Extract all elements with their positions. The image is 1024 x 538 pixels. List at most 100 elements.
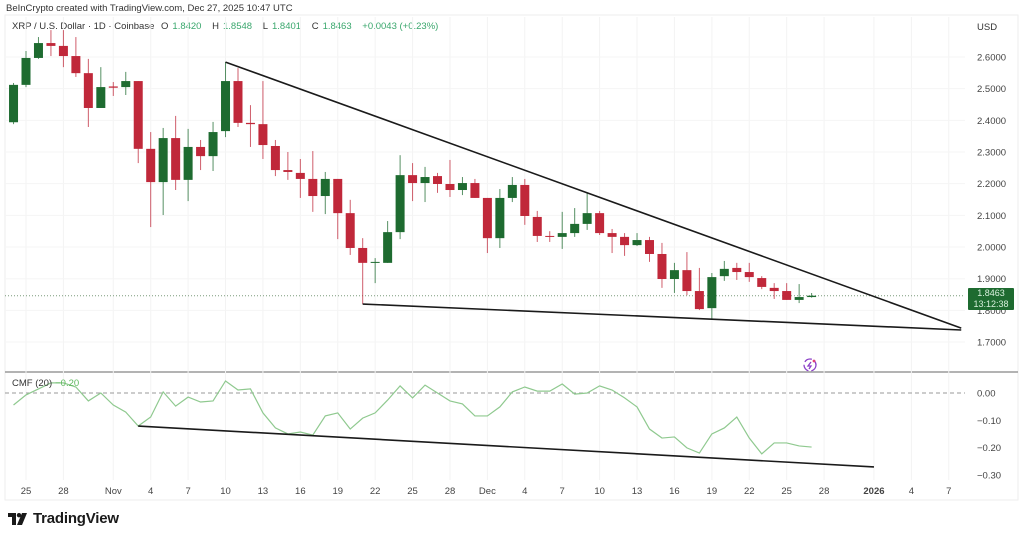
change-value: +0.0043 (+0.23%) <box>362 21 439 32</box>
candle-body <box>358 247 368 263</box>
candle-up <box>669 262 679 293</box>
candle-down <box>433 172 443 193</box>
candle-up <box>158 127 168 216</box>
y-tick-label: 2.0000 <box>977 243 1006 254</box>
candle-body <box>183 146 193 180</box>
cmf-legend[interactable]: CMF (20) −0.20 <box>12 378 79 389</box>
candle-body <box>96 87 106 108</box>
candle-body <box>794 297 804 300</box>
candle-body <box>595 213 605 234</box>
candle-up <box>221 62 231 138</box>
y-tick-label: 2.1000 <box>977 211 1006 222</box>
symbol-title[interactable]: XRP / U.S. Dollar · 1D · Coinbase <box>12 21 155 32</box>
candle-up <box>632 233 642 247</box>
x-tick-label: 16 <box>295 486 306 497</box>
candle-body <box>333 178 343 214</box>
candle-body <box>370 261 380 263</box>
open-label: O <box>161 21 169 32</box>
y-tick-label: 1.9000 <box>977 274 1006 285</box>
last-price-value: 1.8463 <box>977 288 1005 298</box>
candle-up <box>707 272 717 319</box>
candle-body <box>782 291 792 300</box>
price-axis[interactable]: 2.6000 2.5000 2.4000 2.3000 2.2000 2.1000 2.00… <box>977 53 1006 349</box>
candle-body <box>582 213 592 224</box>
tradingview-logo-icon <box>8 512 27 525</box>
y-tick-label: 2.3000 <box>977 148 1006 159</box>
candle-down <box>470 178 480 198</box>
candle-body <box>620 236 630 246</box>
candle-body <box>694 291 704 310</box>
x-tick-label: 7 <box>560 486 565 497</box>
cmf-name: CMF (20) <box>12 378 53 389</box>
candle-body <box>769 287 779 292</box>
y-tick-label: 1.8000 <box>977 306 1006 317</box>
candle-down <box>46 30 56 57</box>
candle-down <box>258 81 268 159</box>
price-trendline[interactable] <box>225 61 962 329</box>
low-label: L <box>262 21 268 32</box>
candle-up <box>383 221 393 263</box>
cmf-value: −0.20 <box>55 378 80 389</box>
low-value: 1.8401 <box>271 21 302 32</box>
ohlc-high: H 1.8548 <box>212 21 256 32</box>
ohlc-low: L 1.8401 <box>263 21 305 32</box>
candle-body <box>233 81 243 123</box>
time-axis[interactable]: 25 28 Nov 4 7 10 13 16 19 22 25 28 Dec 4 7 10 13 16 19 22 25… <box>21 486 952 497</box>
candle-up <box>557 211 567 249</box>
chart-frame <box>4 14 1019 501</box>
candle-body <box>408 175 418 184</box>
candle-body <box>470 183 480 198</box>
price-trendline[interactable] <box>362 303 962 331</box>
candle-body <box>632 240 642 246</box>
candle-body <box>507 184 517 198</box>
y-tick-label: 2.2000 <box>977 179 1006 190</box>
trendlines[interactable] <box>138 61 962 468</box>
x-tick-label: 28 <box>819 486 830 497</box>
cmf-axis[interactable]: 0.00 −0.10 −0.20 −0.30 <box>977 389 1001 482</box>
candle-body <box>707 277 717 309</box>
candle-body <box>258 124 268 146</box>
ohlc-close: C 1.8463 <box>312 21 356 32</box>
candle-up <box>807 293 817 298</box>
x-tick-label: 19 <box>332 486 343 497</box>
candle-up <box>420 166 430 203</box>
x-tick-label: 28 <box>445 486 456 497</box>
candle-body <box>395 175 405 233</box>
candle-body <box>682 270 692 292</box>
x-tick-label: 25 <box>407 486 418 497</box>
candle-body <box>108 86 118 88</box>
candle-up <box>395 155 405 240</box>
y-tick-label: 2.4000 <box>977 116 1006 127</box>
candle-body <box>308 178 318 197</box>
candle-up <box>183 128 193 202</box>
candle-down <box>769 283 779 299</box>
candle-body <box>9 84 19 123</box>
candle-body <box>121 81 131 88</box>
candle-down <box>657 242 667 288</box>
cmf-trendline[interactable] <box>138 425 875 468</box>
candle-down <box>482 197 492 254</box>
candle-body <box>295 172 305 179</box>
candle-up <box>208 121 218 172</box>
cmf-tick-label: 0.00 <box>977 389 996 400</box>
tradingview-logo[interactable]: TradingView <box>8 510 119 527</box>
x-tick-label: 13 <box>632 486 643 497</box>
symbol-legend: XRP / U.S. Dollar · 1D · Coinbase O 1.842… <box>12 21 442 32</box>
x-tick-label: 22 <box>744 486 755 497</box>
currency-label[interactable]: USD <box>977 22 998 33</box>
candle-down <box>196 139 206 171</box>
x-tick-label: 25 <box>21 486 32 497</box>
x-tick-label: 10 <box>220 486 231 497</box>
replay-icon[interactable] <box>803 358 817 372</box>
candle-body <box>46 43 56 46</box>
candle-down <box>83 58 93 127</box>
candle-up <box>320 171 330 215</box>
candle-body <box>657 253 667 280</box>
candle-up <box>9 82 19 125</box>
candle-body <box>270 145 280 171</box>
candle-up <box>794 284 804 304</box>
candle-body <box>345 213 355 248</box>
candle-body <box>457 183 467 191</box>
candle-body <box>520 184 530 216</box>
